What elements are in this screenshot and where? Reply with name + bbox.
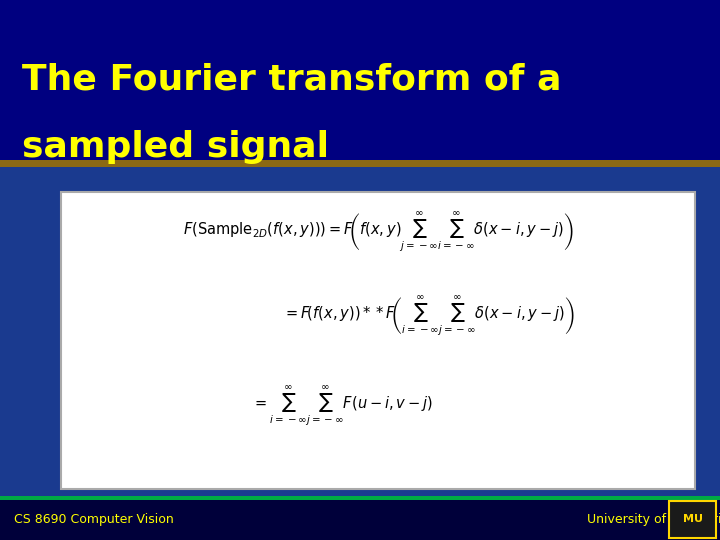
Text: $= F\!\left(f(x,y)\right)**F\!\left(\sum_{i=-\infty}^{\infty}\sum_{j=-\infty}^{\: $= F\!\left(f(x,y)\right)**F\!\left(\sum…	[283, 294, 574, 338]
FancyBboxPatch shape	[61, 192, 695, 489]
Text: The Fourier transform of a: The Fourier transform of a	[22, 62, 561, 96]
Text: MU: MU	[683, 515, 703, 524]
Bar	[0, 496, 720, 500]
Text: $= \sum_{i=-\infty}^{\infty}\sum_{j=-\infty}^{\infty}F(u-i,v-j)$: $= \sum_{i=-\infty}^{\infty}\sum_{j=-\in…	[251, 384, 433, 428]
Bar	[0, 0, 720, 162]
Text: University of Missouri at Columbia: University of Missouri at Columbia	[587, 513, 720, 526]
FancyBboxPatch shape	[669, 501, 716, 538]
Text: CS 8690 Computer Vision: CS 8690 Computer Vision	[14, 513, 174, 526]
Bar	[0, 160, 720, 167]
Bar	[0, 498, 720, 540]
Text: sampled signal: sampled signal	[22, 130, 328, 164]
Text: $F(\mathrm{Sample}_{2D}(f(x,y))) = F\!\left(f(x,y)\sum_{j=-\infty}^{\infty}\sum_: $F(\mathrm{Sample}_{2D}(f(x,y))) = F\!\l…	[183, 211, 573, 254]
